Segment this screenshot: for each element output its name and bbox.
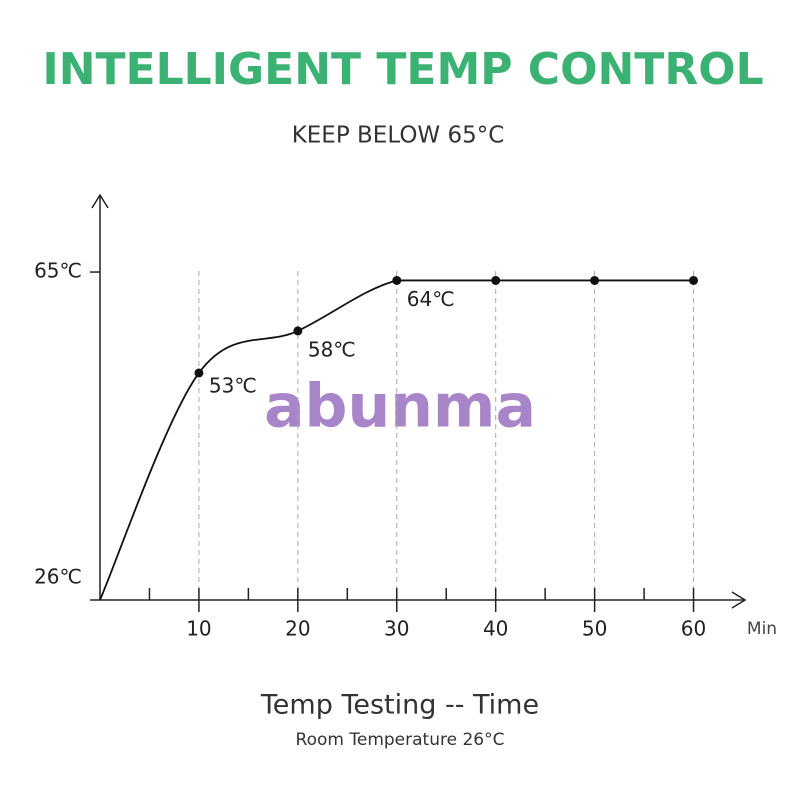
x-tick-label: 50 bbox=[582, 617, 607, 641]
chart-title: INTELLIGENT TEMP CONTROL bbox=[42, 44, 763, 95]
y-axis-arrow bbox=[91, 193, 109, 209]
x-axis-arrow bbox=[731, 591, 747, 609]
x-tick-label: 20 bbox=[285, 617, 310, 641]
data-point bbox=[689, 275, 699, 285]
data-label: 64℃ bbox=[407, 287, 455, 311]
y-tick-label: 26℃ bbox=[34, 565, 82, 589]
data-point bbox=[590, 275, 600, 285]
data-label: 58℃ bbox=[308, 337, 356, 361]
x-tick-label: 10 bbox=[186, 617, 211, 641]
x-axis-label: Min bbox=[747, 619, 777, 639]
data-point bbox=[491, 275, 501, 285]
x-tick-label: 30 bbox=[384, 617, 409, 641]
footer-title: Temp Testing -- Time bbox=[260, 690, 539, 721]
footer-subtitle: Room Temperature 26°C bbox=[296, 730, 505, 750]
data-point bbox=[293, 326, 303, 336]
y-tick-label: 65℃ bbox=[34, 259, 82, 283]
watermark: abunma bbox=[264, 372, 536, 442]
data-label: 53℃ bbox=[209, 373, 257, 397]
x-tick-label: 40 bbox=[483, 617, 508, 641]
data-point bbox=[194, 368, 204, 378]
x-tick-label: 60 bbox=[681, 617, 706, 641]
data-point bbox=[392, 275, 402, 285]
chart-subtitle: KEEP BELOW 65°C bbox=[292, 123, 505, 149]
